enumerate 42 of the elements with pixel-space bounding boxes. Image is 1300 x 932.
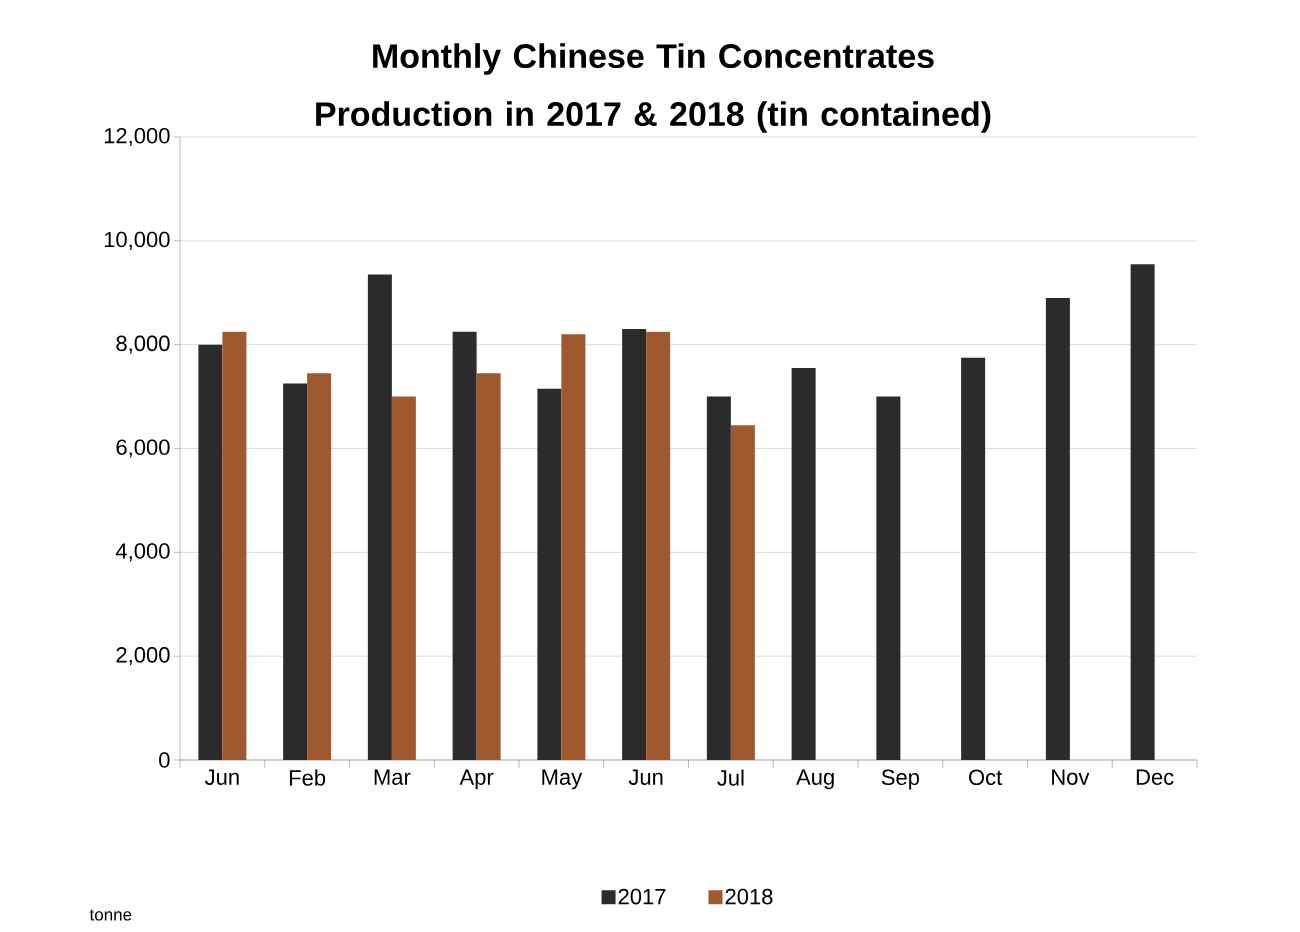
y-tick-label: 2,000 xyxy=(116,647,170,666)
x-tick-label: Nov xyxy=(1052,769,1090,785)
bar xyxy=(961,357,986,760)
bar xyxy=(222,331,247,760)
bar xyxy=(1045,297,1070,760)
legend-label: 2018 xyxy=(725,888,773,905)
x-tick-label: Dec xyxy=(1136,769,1174,785)
bar xyxy=(391,396,416,760)
bar xyxy=(1130,264,1155,760)
bar xyxy=(283,383,308,760)
y-tick-label: 6,000 xyxy=(116,439,170,458)
bar xyxy=(561,334,586,760)
bar xyxy=(307,373,332,760)
bar xyxy=(537,388,562,760)
x-tick-label: Jun xyxy=(204,769,239,785)
bar xyxy=(791,368,816,760)
x-tick-label: Aug xyxy=(796,769,834,790)
legend-label: 2017 xyxy=(618,888,666,905)
x-tick-label: Apr xyxy=(459,769,494,790)
y-tick-label: 12,000 xyxy=(104,127,170,147)
x-tick-label: Jun xyxy=(628,769,663,785)
y-tick-label: 10,000 xyxy=(104,231,170,250)
x-tick-label: Oct xyxy=(969,769,1003,786)
x-tick-label: May xyxy=(542,769,583,790)
y-tick-label: 8,000 xyxy=(116,335,170,354)
bar xyxy=(452,331,477,760)
text: tonne xyxy=(89,909,132,921)
y-tick-label: 4,000 xyxy=(115,543,170,562)
bar xyxy=(622,329,647,760)
bar xyxy=(367,274,392,760)
bar xyxy=(646,331,671,760)
x-tick-label: Jul xyxy=(717,769,744,786)
x-tick-label: Feb xyxy=(289,769,326,786)
chart-title: Monthly Chinese Tin Concentrates Production in 2017 & 2018 (tin contained) xyxy=(316,43,991,133)
bar xyxy=(198,344,223,760)
bar xyxy=(730,425,755,760)
y-tick-label: 0 xyxy=(159,752,170,768)
x-tick-label: Mar xyxy=(374,769,411,785)
bar xyxy=(476,373,501,760)
bar xyxy=(706,396,731,760)
x-tick-label: Sep xyxy=(881,769,920,790)
bar xyxy=(876,396,901,760)
